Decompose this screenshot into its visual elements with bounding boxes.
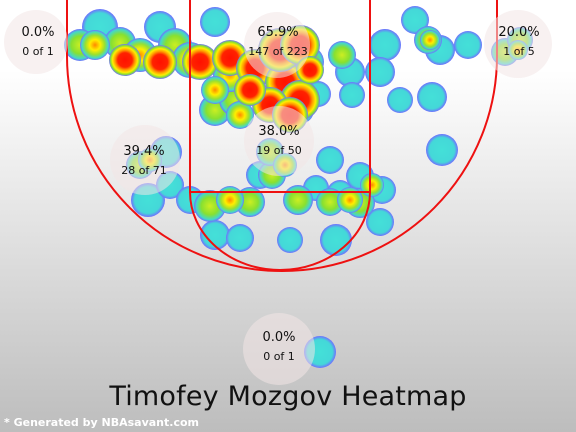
- heat-blob: [109, 44, 141, 76]
- chart-title: Timofey Mozgov Heatmap: [109, 381, 467, 412]
- credit-text: * Generated by NBAsavant.com: [4, 416, 199, 429]
- heat-blob: [200, 220, 230, 250]
- free-throw-circle: [189, 191, 371, 271]
- zone-bubble: [4, 10, 68, 74]
- heat-blob: [80, 30, 110, 60]
- heat-blob: [337, 187, 363, 213]
- heat-blob: [366, 208, 394, 236]
- heat-blob: [143, 45, 177, 79]
- heat-blob: [316, 188, 344, 216]
- heat-blob: [454, 31, 482, 59]
- heat-blob: [283, 185, 313, 215]
- heat-blob: [328, 41, 356, 69]
- heat-blob: [216, 186, 244, 214]
- zone-bubble: [243, 313, 315, 385]
- zone-bubble: [484, 10, 552, 78]
- heat-blob: [316, 146, 344, 174]
- heat-blob: [339, 82, 365, 108]
- heat-blob: [426, 134, 458, 166]
- heat-blob: [401, 6, 429, 34]
- zone-bubbles: [4, 10, 552, 385]
- paint-lane: [189, 0, 371, 193]
- heat-blob: [277, 227, 303, 253]
- three-point-arc: [66, 55, 498, 272]
- heat-blob: [234, 74, 266, 106]
- heat-blob: [417, 82, 447, 112]
- zone-bubble: [244, 12, 310, 78]
- heat-blob: [226, 101, 254, 129]
- zone-bubble: [244, 106, 314, 176]
- heat-blob: [387, 87, 413, 113]
- heat-blob: [226, 224, 254, 252]
- zone-bubble: [110, 125, 180, 195]
- heat-blob: [365, 57, 395, 87]
- heat-blob: [420, 30, 440, 50]
- heat-blob: [320, 224, 352, 256]
- heat-blob: [360, 173, 384, 197]
- heat-blob: [201, 76, 229, 104]
- heat-blob: [200, 7, 230, 37]
- heat-blob: [369, 29, 401, 61]
